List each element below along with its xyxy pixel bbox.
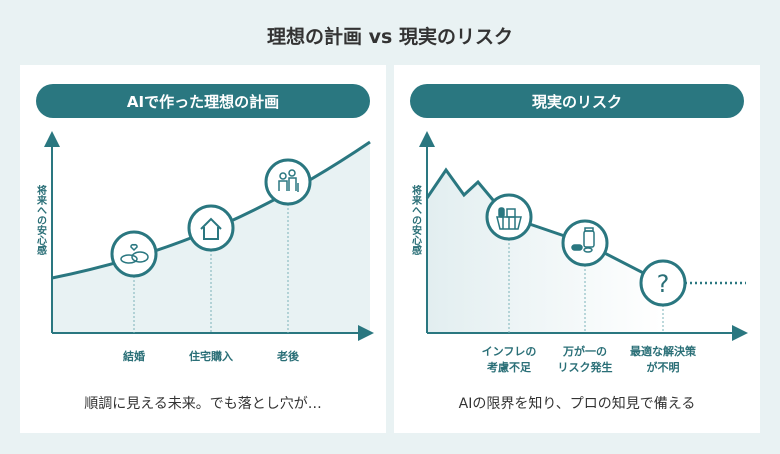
house-icon (200, 217, 222, 240)
event-label: 最適な解決策 (630, 344, 697, 358)
event-no-solution: ? 最適な解決策 が不明 (630, 259, 697, 374)
event-label: 万が一の (562, 344, 607, 358)
reality-risk-header: 現実のリスク (410, 84, 744, 118)
shopping-basket-icon (496, 207, 522, 230)
event-label: 考慮不足 (487, 360, 532, 374)
event-label: リスク発生 (558, 360, 613, 374)
ideal-plan-chart: 将来への安心感 結婚 住宅購入 老後 (35, 131, 374, 363)
ideal-plan-header: AIで作った理想の計画 (36, 84, 370, 118)
event-house-purchase: 住宅購入 (187, 204, 235, 363)
event-label: 老後 (276, 349, 300, 363)
y-axis-label: 将来への安心感 (410, 184, 423, 256)
reality-risk-chart: 将来への安心感 インフレの 考慮不足 万が一の リスク発生 ? 最適な解決策 が… (410, 131, 748, 374)
ideal-plan-panel: AIで作った理想の計画 将来への安心感 結婚 住宅購入 老後 順調に見える未来。… (20, 65, 386, 433)
event-inflation: インフレの 考慮不足 (482, 193, 537, 374)
event-marriage: 結婚 (110, 230, 158, 363)
elderly-couple-icon (278, 169, 299, 192)
event-emergency-risk: 万が一の リスク発生 (558, 219, 613, 374)
area-fill (427, 170, 663, 333)
wedding-rings-icon (120, 243, 149, 264)
page-title: 理想の計画 vs 現実のリスク (267, 26, 513, 48)
y-axis-label: 将来への安心感 (35, 184, 48, 256)
event-label: 結婚 (123, 349, 145, 363)
event-label: インフレの (482, 345, 537, 358)
event-retirement: 老後 (264, 158, 312, 363)
medicine-icon (571, 227, 595, 253)
event-label: が不明 (647, 360, 680, 374)
reality-risk-panel: 現実のリスク 将来への安心感 インフレの 考慮不足 万が一の リスク発生 (394, 65, 760, 433)
event-label: 住宅購入 (189, 349, 233, 363)
reality-risk-caption: AIの限界を知り、プロの知見で備える (458, 396, 696, 412)
ideal-plan-caption: 順調に見える未来。でも落とし穴が… (84, 396, 322, 412)
question-mark-icon: ? (657, 270, 670, 298)
